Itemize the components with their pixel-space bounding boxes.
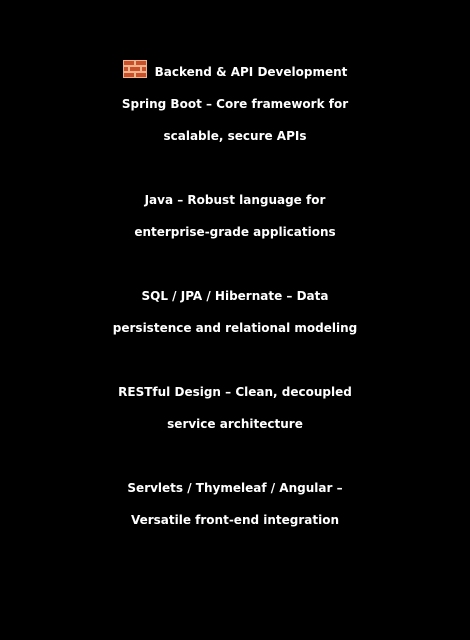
item-line: SQL / JPA / Hibernate – Data [141, 289, 329, 303]
content-block: Backend & API Development Spring Boot – … [0, 56, 470, 536]
list-item-frontend: Servlets / Thymeleaf / Angular – Versati… [0, 472, 470, 536]
item-line: Spring Boot – Core framework for [121, 97, 349, 111]
list-item-sql: SQL / JPA / Hibernate – Data persistence… [0, 280, 470, 344]
item-line: service architecture [167, 417, 303, 431]
spacer [0, 152, 470, 184]
item-line: persistence and relational modeling [112, 321, 358, 335]
spacer [0, 344, 470, 376]
item-line: RESTful Design – Clean, decoupled [118, 385, 352, 399]
item-line: Java – Robust language for [144, 193, 326, 207]
item-line: scalable, secure APIs [163, 129, 307, 143]
list-item-spring-boot: Spring Boot – Core framework for scalabl… [0, 88, 470, 152]
item-line: enterprise-grade applications [134, 225, 336, 239]
brick-icon [122, 60, 147, 78]
spacer [0, 248, 470, 280]
item-line: Versatile front-end integration [130, 513, 340, 527]
section-heading: Backend & API Development [0, 56, 470, 88]
list-item-restful: RESTful Design – Clean, decoupled servic… [0, 376, 470, 440]
section-heading-text: Backend & API Development [154, 65, 348, 79]
list-item-java: Java – Robust language for enterprise-gr… [0, 184, 470, 248]
spacer [0, 440, 470, 472]
item-line: Servlets / Thymeleaf / Angular – [127, 481, 343, 495]
